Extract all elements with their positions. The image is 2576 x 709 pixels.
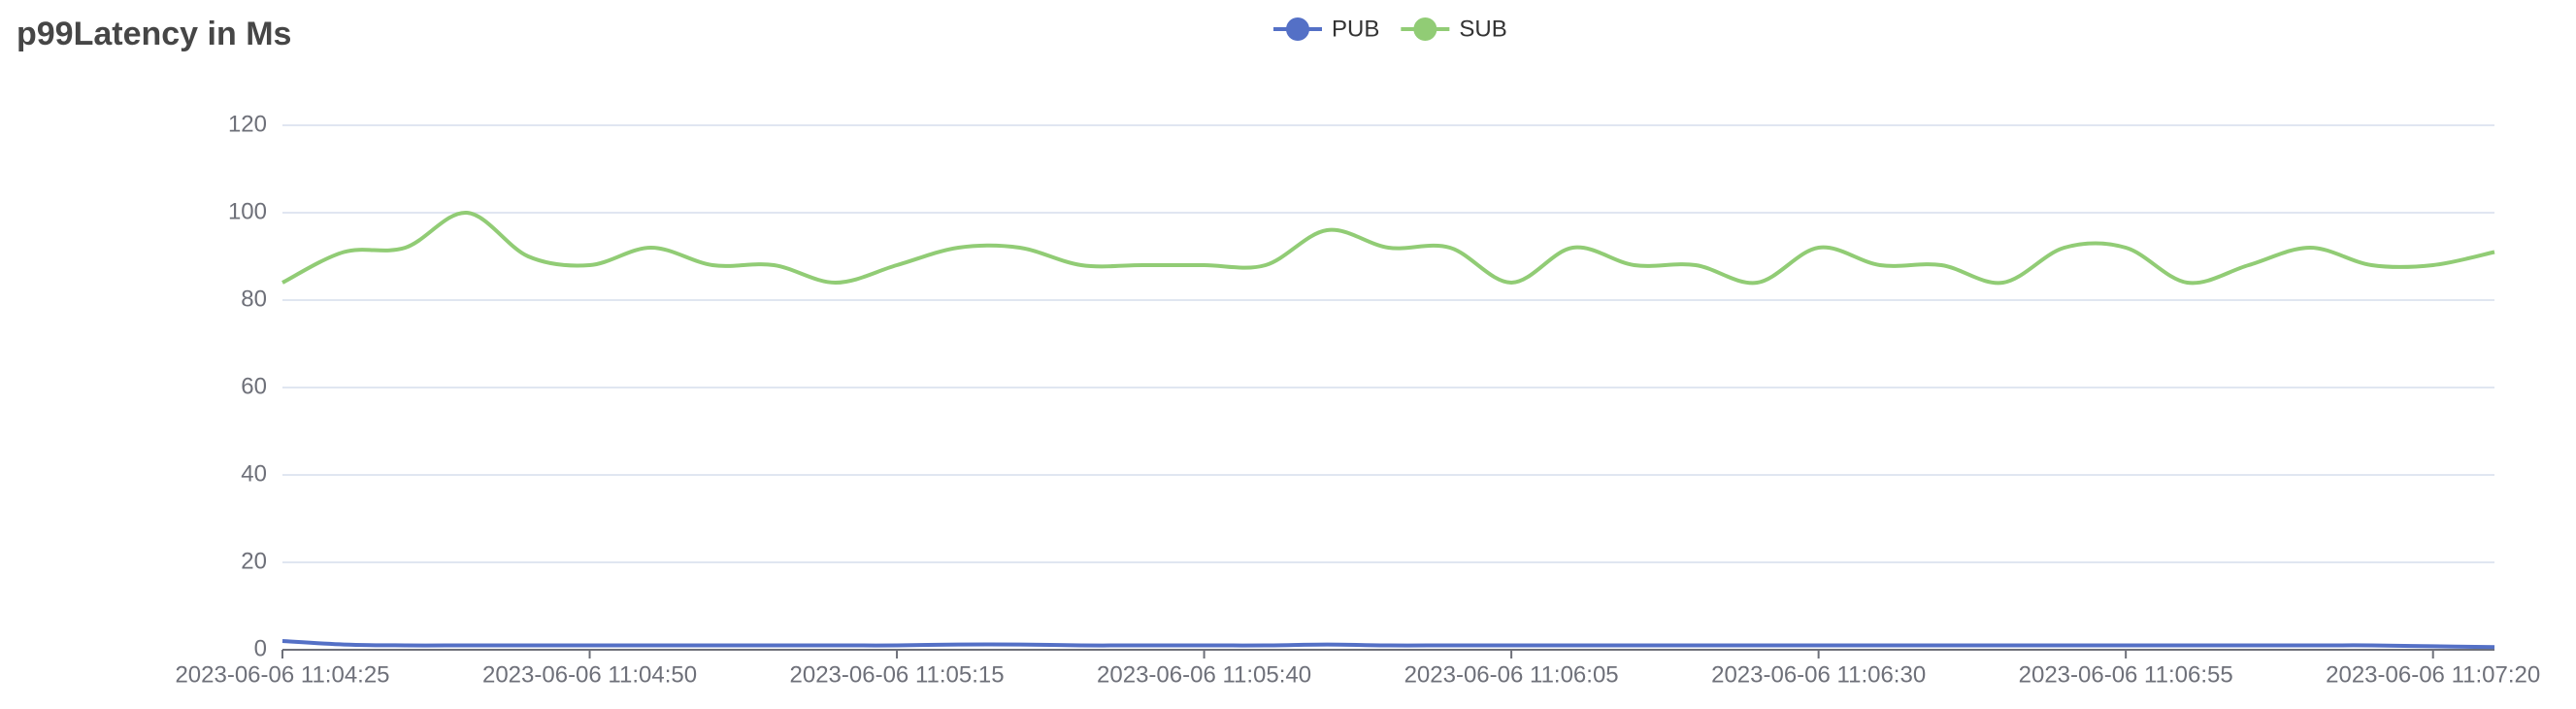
x-tick-label: 2023-06-06 11:05:15 [790,661,1005,688]
y-tick-label: 40 [241,460,267,487]
y-tick-label: 100 [228,198,267,224]
y-tick-label: 20 [241,548,267,574]
x-tick-label: 2023-06-06 11:06:55 [2019,661,2233,688]
x-tick-label: 2023-06-06 11:07:20 [2326,661,2540,688]
legend-marker [1413,17,1437,41]
legend-item: PUB [1273,16,1379,42]
y-tick-label: 80 [241,286,267,312]
x-tick-label: 2023-06-06 11:06:05 [1404,661,1619,688]
y-tick-label: 0 [254,635,267,661]
legend-marker [1286,17,1309,41]
chart-title: p99Latency in Ms [17,16,291,52]
y-tick-label: 120 [228,111,267,137]
x-tick-label: 2023-06-06 11:04:50 [482,661,697,688]
x-tick-label: 2023-06-06 11:06:30 [1711,661,1926,688]
series-line [281,639,2495,650]
legend-label: PUB [1332,16,1379,42]
legend-label: SUB [1459,16,1506,42]
x-tick-label: 2023-06-06 11:04:25 [175,661,389,688]
series-line [281,211,2495,286]
legend-item: SUB [1401,16,1507,42]
x-tick-label: 2023-06-06 11:05:40 [1097,661,1311,688]
y-tick-label: 60 [241,373,267,399]
